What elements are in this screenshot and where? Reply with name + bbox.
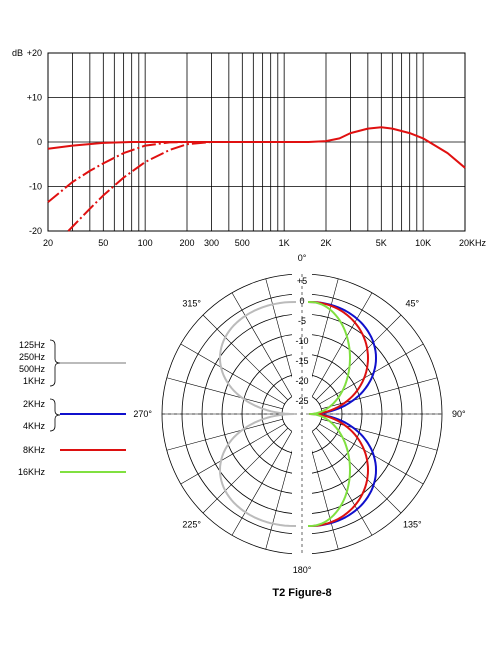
polar-spoke <box>319 423 424 485</box>
polar-spoke <box>311 431 373 536</box>
angle-label: 315° <box>182 299 201 309</box>
polar-spoke <box>166 418 283 451</box>
x-tick-label: 5K <box>376 238 387 248</box>
frequency-response-chart: +20 +10 0 -10 -20 dB 20 50 100 200 300 500 1K 2K 5K 10K… <box>12 48 487 248</box>
angle-label: 135° <box>403 519 422 529</box>
y-tick-label: -20 <box>29 226 42 236</box>
x-tick-label: 500 <box>235 238 250 248</box>
polar-spoke <box>180 343 285 405</box>
polar-spoke <box>306 433 339 550</box>
radial-tick-label: -15 <box>295 356 308 366</box>
polar-spoke <box>231 292 293 397</box>
radial-tick-label: -5 <box>298 316 306 326</box>
x-tick-label: 300 <box>204 238 219 248</box>
angle-label: 225° <box>182 519 201 529</box>
series-line-2 <box>67 141 229 232</box>
polar-spoke <box>265 278 298 395</box>
y-tick-label: +20 <box>27 48 42 58</box>
x-tick-label: 2K <box>320 238 331 248</box>
angle-label: 90° <box>452 409 466 419</box>
plot-border <box>47 52 466 232</box>
polar-spoke <box>315 314 402 401</box>
x-tick-label: 10K <box>415 238 431 248</box>
legend-brace <box>49 398 61 432</box>
angle-label: 45° <box>405 299 419 309</box>
y-axis-label: dB <box>12 48 23 58</box>
x-tick-label: 20 <box>43 238 53 248</box>
polar-spoke <box>306 278 339 395</box>
legend-label: 1KHz <box>23 376 46 386</box>
polar-spoke <box>321 377 438 410</box>
x-tick-label: 200 <box>179 238 194 248</box>
series-line-0 <box>47 126 466 169</box>
polar-spoke <box>202 314 289 401</box>
polar-title: T2 Figure-8 <box>272 587 331 599</box>
x-tick-label: 20KHz <box>459 238 487 248</box>
polar-spoke <box>321 418 438 451</box>
legend-label: 4KHz <box>23 421 46 431</box>
polar-spoke <box>180 423 285 485</box>
angle-label: 0° <box>298 253 307 263</box>
polar-spoke <box>319 343 424 405</box>
polar-pattern-chart: +5 0 -5 -10 -15 -20 -25 0° 45° 90° 135° 180° 225° 270… <box>18 253 466 575</box>
x-tick-label: 50 <box>98 238 108 248</box>
polar-spoke <box>202 427 289 514</box>
y-tick-label: 0 <box>37 137 42 147</box>
polar-series-0 <box>219 301 297 527</box>
y-tick-label: +10 <box>27 93 42 103</box>
legend-label: 250Hz <box>19 352 46 362</box>
series-line-1 <box>47 141 212 203</box>
angle-label: 270° <box>133 409 152 419</box>
angle-label: 180° <box>293 565 312 575</box>
legend-label: 500Hz <box>19 364 46 374</box>
legend-label: 2KHz <box>23 399 46 409</box>
radial-tick-label: -25 <box>295 396 308 406</box>
y-tick-label: -10 <box>29 182 42 192</box>
legend-label: 8KHz <box>23 445 46 455</box>
radial-tick-label: +5 <box>297 276 307 286</box>
polar-spoke <box>265 433 298 550</box>
legend-brace <box>49 339 61 387</box>
polar-spoke <box>166 377 283 410</box>
radial-tick-label: -20 <box>295 376 308 386</box>
legend-label: 16KHz <box>18 467 46 477</box>
radial-tick-label: 0 <box>299 296 304 306</box>
x-tick-label: 1K <box>279 238 290 248</box>
polar-spoke <box>315 427 402 514</box>
polar-series-3 <box>307 301 351 527</box>
x-tick-label: 100 <box>138 238 153 248</box>
polar-spoke <box>231 431 293 536</box>
legend-label: 125Hz <box>19 340 46 350</box>
polar-spoke <box>311 292 373 397</box>
radial-tick-label: -10 <box>295 336 308 346</box>
